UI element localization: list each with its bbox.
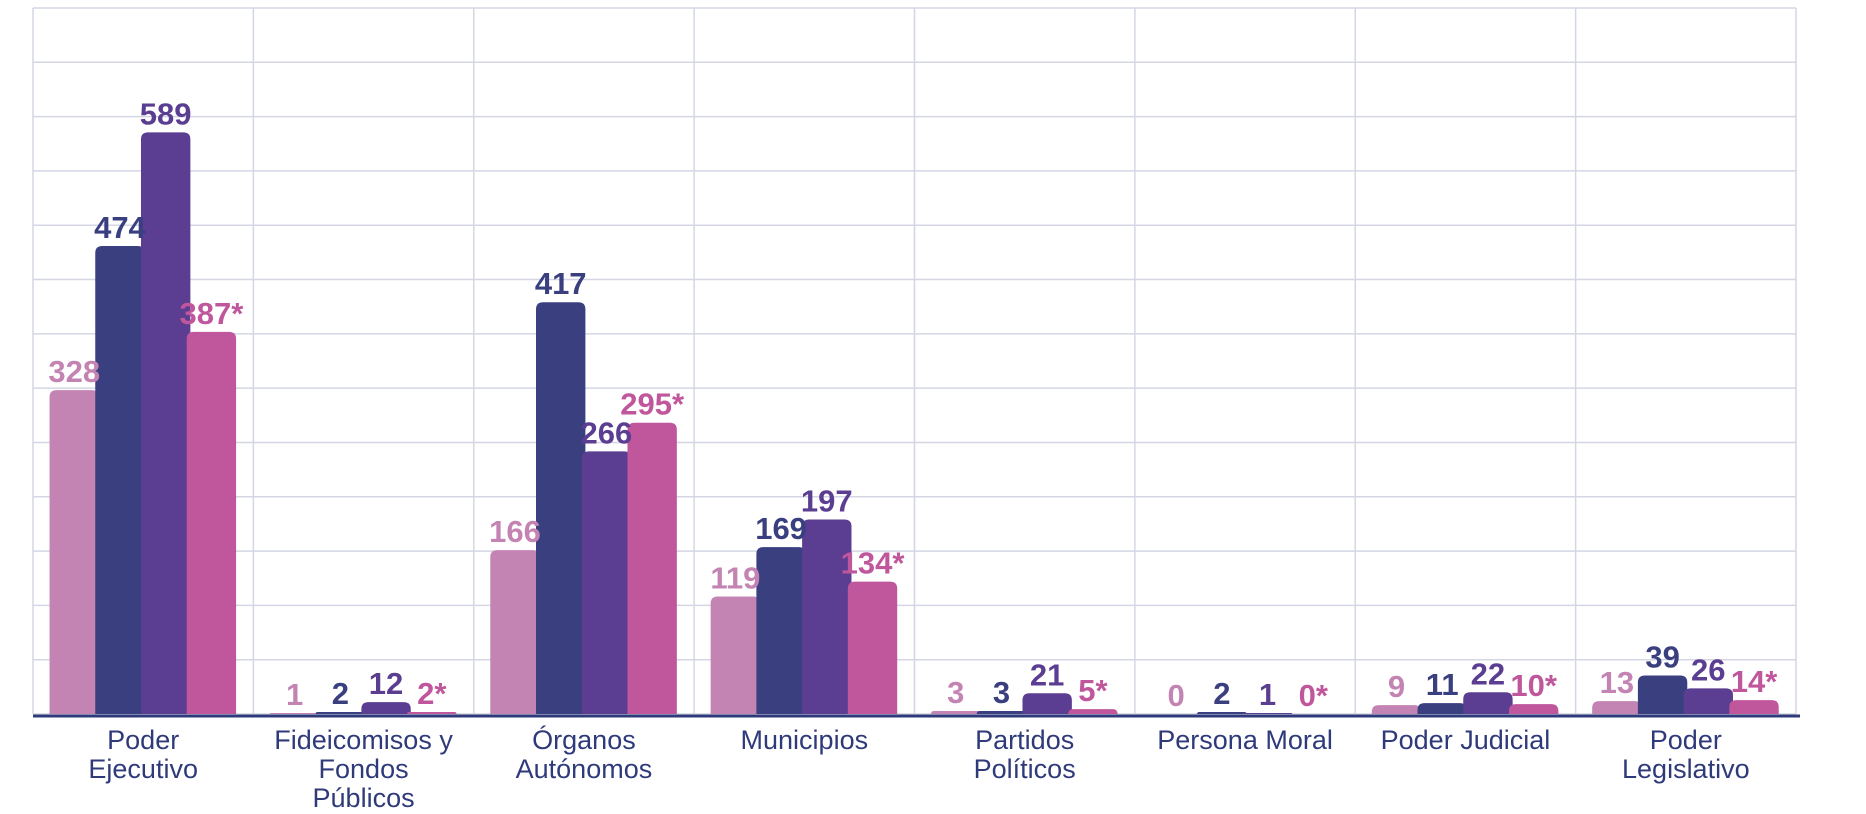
bar (1068, 709, 1118, 714)
bar (361, 702, 411, 714)
value-label: 21 (1030, 657, 1064, 692)
bar (269, 713, 320, 714)
value-label: 134* (841, 546, 906, 581)
value-label: 417 (535, 266, 587, 301)
bar (756, 547, 806, 714)
bar (931, 711, 981, 714)
bar (802, 519, 852, 714)
value-label: 589 (140, 96, 192, 131)
value-label: 328 (48, 354, 100, 389)
value-label: 3 (947, 675, 964, 710)
bar (315, 712, 366, 714)
x-tick-label: Municipios (740, 725, 869, 755)
value-label: 12 (369, 666, 403, 701)
value-label: 474 (94, 210, 146, 245)
bar (1242, 713, 1293, 714)
bar (1197, 712, 1247, 714)
x-tick-label: Fideicomisos y Fondos Públicos (274, 725, 453, 813)
bar (49, 390, 99, 714)
value-label: 295* (620, 387, 685, 422)
x-tick-label: Órganos Autónomos (515, 725, 653, 784)
bar (407, 712, 457, 714)
bar (490, 550, 540, 714)
bar (627, 422, 677, 714)
bar (1637, 675, 1688, 714)
x-tick-label: Persona Moral (1157, 725, 1333, 755)
value-label: 26 (1691, 652, 1725, 687)
value-label: 9 (1388, 669, 1405, 704)
value-label: 2* (417, 676, 447, 711)
value-label: 197 (801, 483, 853, 518)
value-label: 14* (1731, 664, 1778, 699)
value-label: 0 (1167, 678, 1184, 713)
x-tick-label: Partidos Políticos (973, 725, 1076, 784)
x-tick-label: Poder Ejecutivo (88, 725, 198, 784)
value-label: 387* (180, 296, 245, 331)
bar (536, 302, 586, 714)
value-label: 13 (1600, 665, 1634, 700)
value-label: 39 (1645, 639, 1679, 674)
x-tick-label: Poder Judicial (1380, 725, 1551, 755)
value-label: 3 (993, 675, 1010, 710)
value-label: 2 (1213, 676, 1230, 711)
value-label: 11 (1426, 667, 1459, 702)
bar (1592, 701, 1642, 714)
value-label: 119 (710, 560, 760, 595)
value-label: 10* (1510, 668, 1557, 703)
value-label: 266 (581, 415, 633, 450)
bar (1729, 700, 1779, 714)
bar (1371, 705, 1422, 714)
bar (1463, 692, 1513, 714)
bar (95, 245, 145, 714)
bar (976, 711, 1027, 714)
bar (847, 581, 898, 714)
bar (1417, 703, 1467, 714)
bar (1022, 693, 1072, 714)
value-label: 0* (1299, 678, 1329, 713)
bar (186, 331, 237, 714)
bar (1683, 688, 1733, 714)
value-label: 1 (1259, 677, 1276, 712)
value-label: 166 (489, 514, 541, 549)
bar (1508, 704, 1559, 714)
value-label: 1 (286, 677, 303, 712)
value-label: 22 (1471, 656, 1505, 691)
value-label: 169 (755, 511, 807, 546)
value-label: 5* (1078, 673, 1108, 708)
bar (710, 596, 761, 714)
x-tick-label: Poder Legislativo (1622, 725, 1750, 784)
bar (140, 132, 191, 714)
value-label: 2 (332, 676, 349, 711)
bar (581, 451, 632, 714)
